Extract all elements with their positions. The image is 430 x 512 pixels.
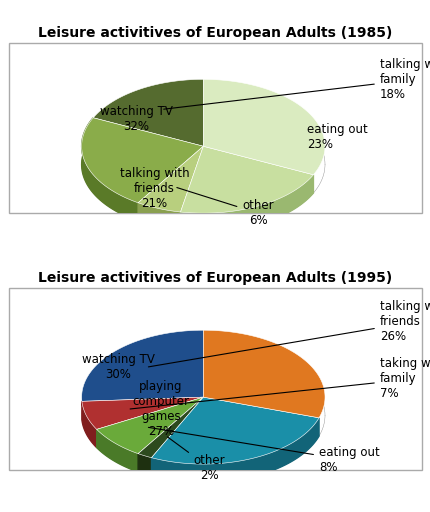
Text: watching TV
30%: watching TV 30%: [82, 353, 154, 381]
Polygon shape: [81, 118, 138, 221]
Polygon shape: [203, 330, 324, 418]
Polygon shape: [138, 146, 203, 212]
Polygon shape: [203, 79, 324, 175]
Text: other
2%: other 2%: [167, 437, 225, 482]
Polygon shape: [82, 401, 96, 447]
Text: playing
computer
games
27%: playing computer games 27%: [132, 380, 189, 438]
Text: talking with
friends
21%: talking with friends 21%: [120, 167, 189, 210]
Text: eating out
8%: eating out 8%: [148, 428, 379, 475]
Text: eating out
23%: eating out 23%: [306, 122, 367, 151]
Polygon shape: [138, 454, 151, 476]
Title: Leisure activitives of European Adults (1985): Leisure activitives of European Adults (…: [38, 26, 392, 40]
Bar: [9, 288, 421, 470]
Polygon shape: [96, 430, 138, 472]
Title: Leisure activitives of European Adults (1995): Leisure activitives of European Adults (…: [38, 271, 392, 285]
Text: watching TV
32%: watching TV 32%: [100, 105, 172, 134]
Polygon shape: [138, 203, 180, 230]
Polygon shape: [82, 397, 203, 430]
Text: talking with
family
18%: talking with family 18%: [163, 58, 430, 109]
Polygon shape: [180, 146, 313, 213]
Text: taking with
family
7%: taking with family 7%: [130, 357, 430, 409]
Polygon shape: [151, 397, 318, 464]
Polygon shape: [96, 397, 203, 454]
Polygon shape: [81, 330, 203, 401]
Polygon shape: [81, 118, 203, 203]
Polygon shape: [93, 79, 203, 146]
Bar: [9, 43, 421, 213]
Text: talking with
friends
26%: talking with friends 26%: [148, 300, 430, 367]
Polygon shape: [138, 397, 203, 458]
Polygon shape: [180, 175, 313, 231]
Polygon shape: [151, 418, 318, 482]
Text: other
6%: other 6%: [176, 187, 273, 227]
